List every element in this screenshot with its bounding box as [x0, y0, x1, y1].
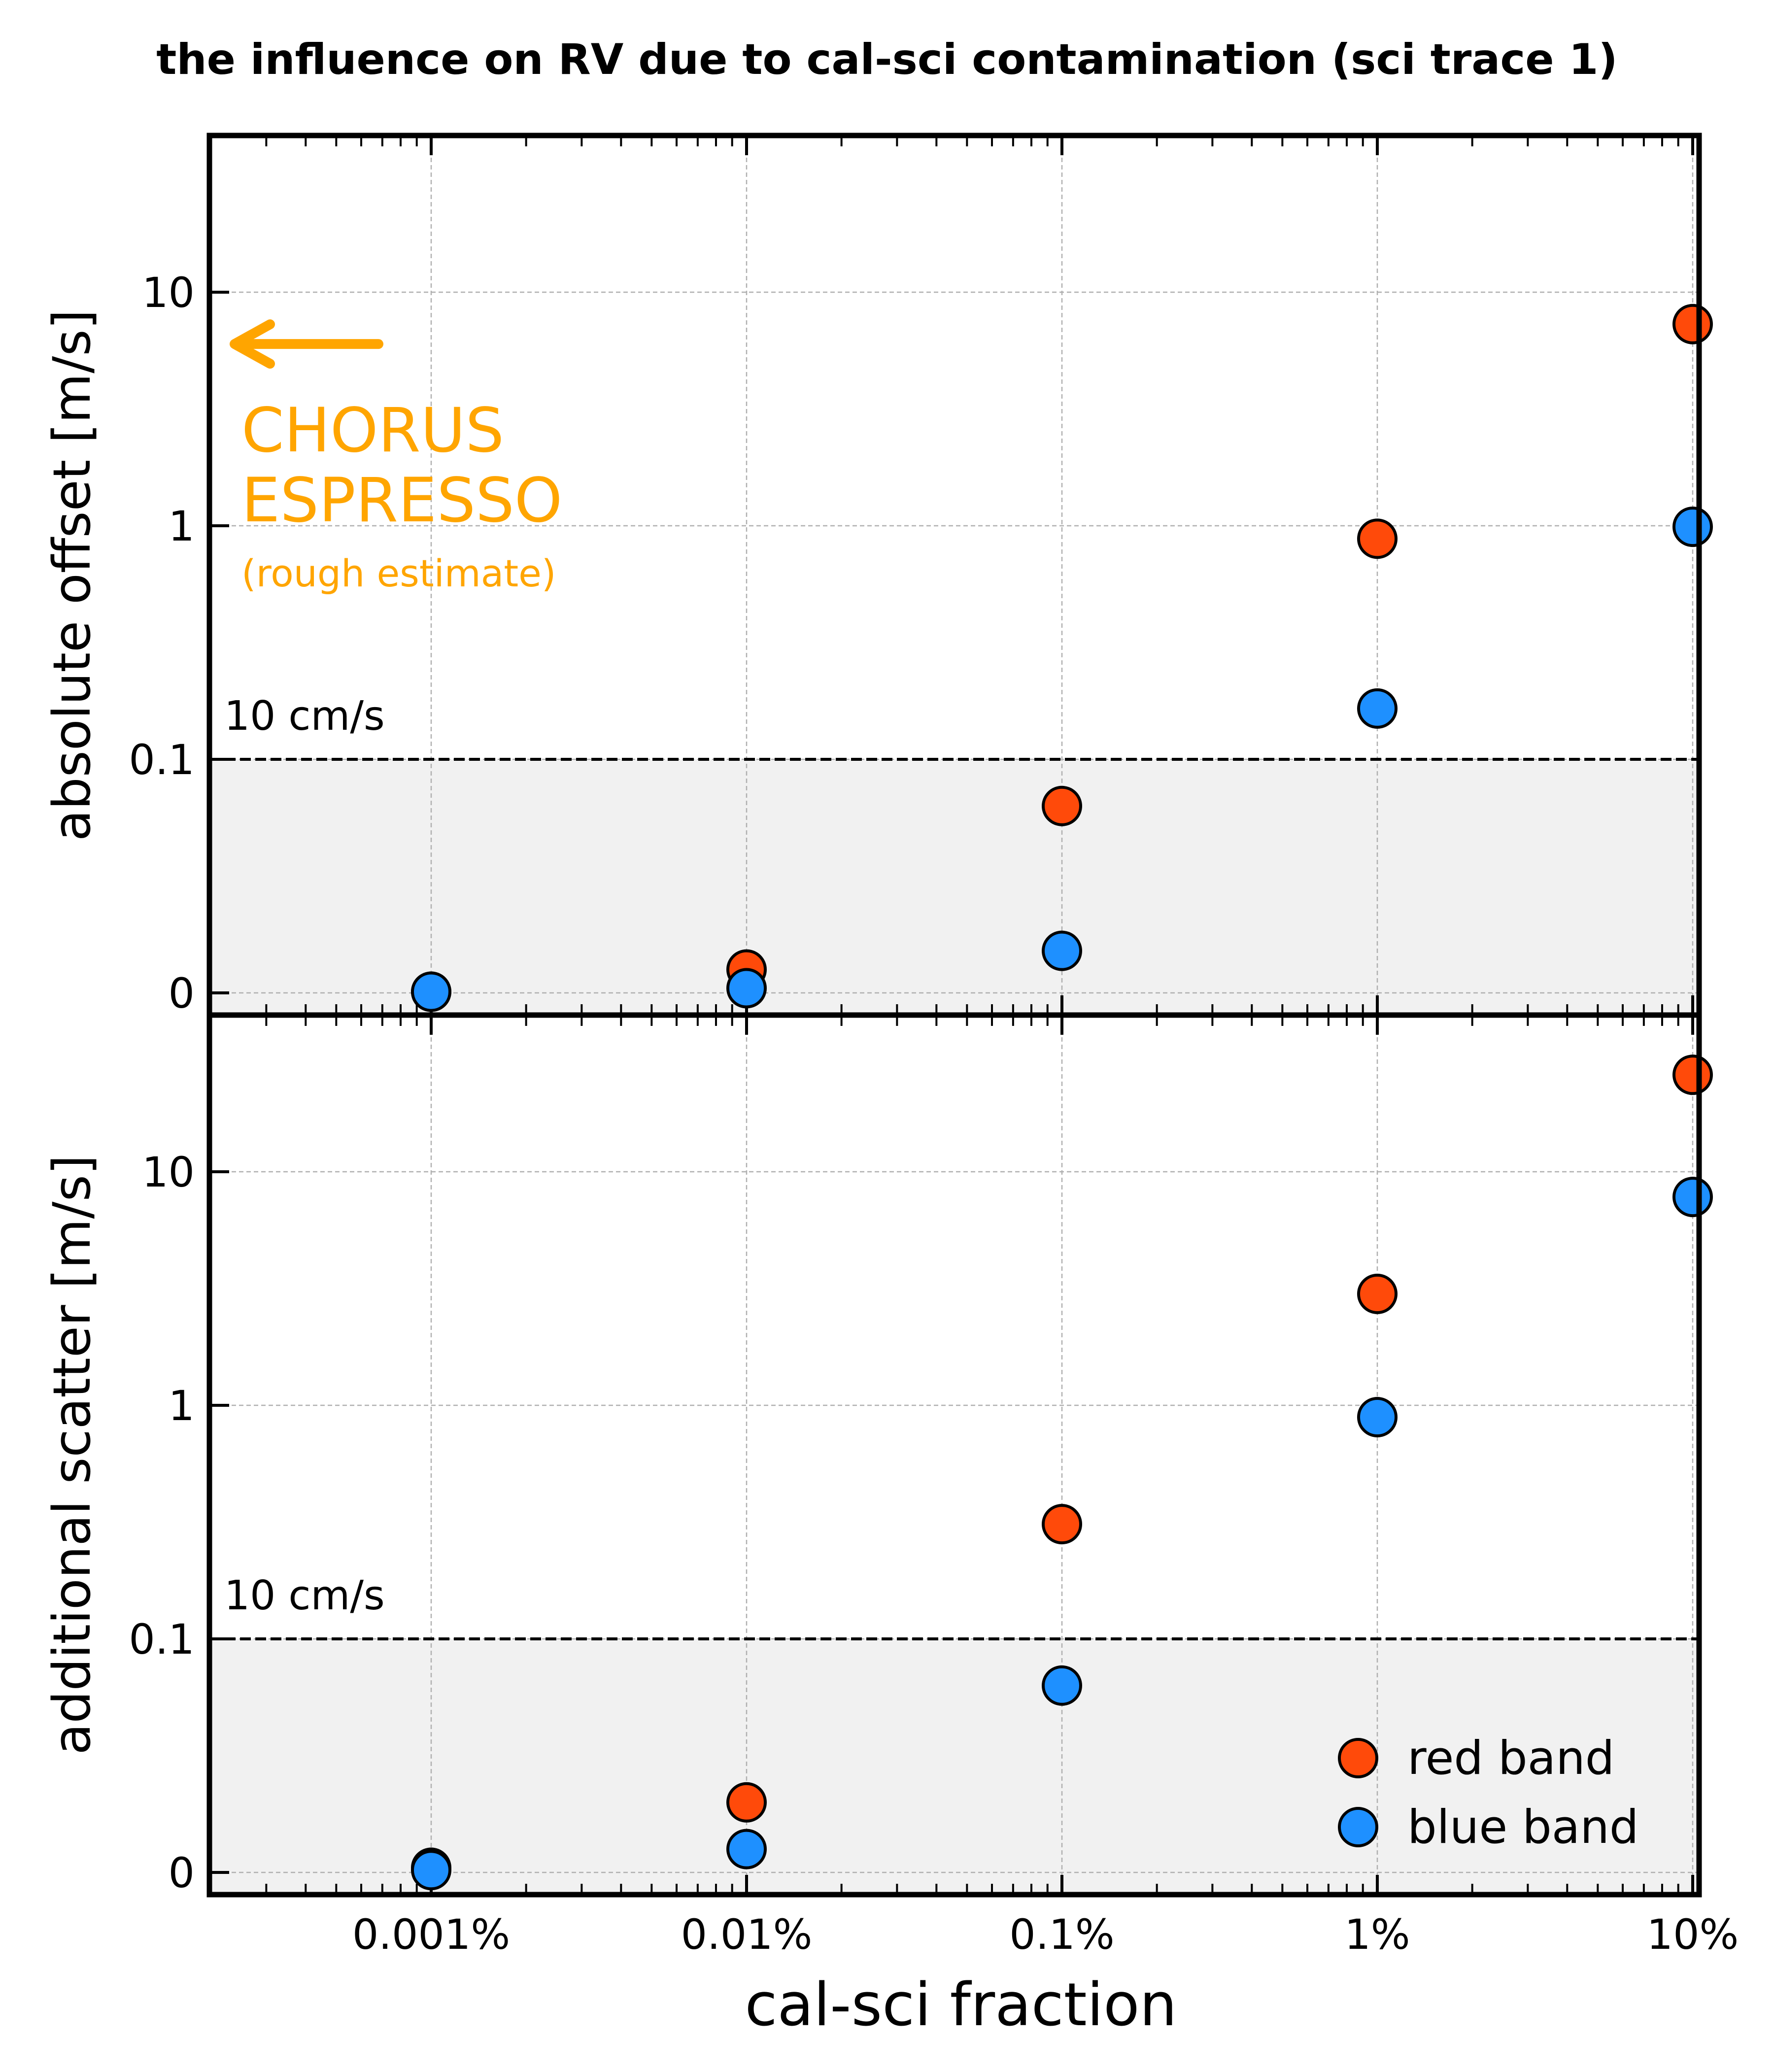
red-band-point — [1672, 1054, 1713, 1095]
y-tick-label: 0 — [169, 969, 195, 1018]
x-axis-label: cal-sci fraction — [745, 1971, 1177, 2039]
y-axis-label: absolute offset [m/s] — [42, 309, 102, 841]
blue-band-point — [1672, 507, 1713, 547]
annotation-label-chorus: CHORUS — [241, 395, 504, 466]
blue-band-point — [411, 1850, 451, 1891]
reference-line-label: 10 cm/s — [224, 693, 385, 740]
blue-band-point — [726, 968, 767, 1009]
annotation-note: (rough estimate) — [241, 551, 556, 595]
red-band-point — [1357, 1273, 1398, 1314]
y-tick-label: 10 — [142, 1148, 195, 1196]
x-tick-label: 0.01% — [681, 1910, 813, 1959]
x-tick-label: 0.001% — [352, 1910, 510, 1959]
y-tick-label: 0 — [169, 1849, 195, 1897]
legend-label: red band — [1407, 1732, 1614, 1785]
blue-band-point — [1042, 930, 1082, 971]
y-axis-label: additional scatter [m/s] — [42, 1155, 102, 1755]
x-tick-label: 1% — [1344, 1910, 1410, 1959]
annotation-arrow-head — [230, 319, 275, 369]
legend-marker — [1338, 1807, 1378, 1847]
blue-band-point — [1357, 688, 1398, 729]
x-tick-label: 10% — [1647, 1910, 1739, 1959]
shaded-region-below-10cms — [209, 1639, 1699, 1895]
blue-band-point — [1672, 1177, 1713, 1218]
shaded-region-below-10cms — [209, 759, 1699, 1015]
legend-label: blue band — [1407, 1800, 1639, 1854]
red-band-point — [1672, 304, 1713, 344]
plot-frame — [206, 1012, 1702, 1898]
red-band-point — [726, 1782, 767, 1823]
panel-top: 10 cm/s 0 0.1 1 10 absolute offset [m/s] CHORU… — [42, 133, 1713, 1018]
y-tick-label: 10 — [142, 269, 195, 317]
chart-title: the influence on RV due to cal-sci conta… — [156, 35, 1617, 84]
legend-marker — [1338, 1738, 1378, 1778]
y-tick-label: 1 — [169, 1382, 195, 1430]
blue-band-point — [726, 1829, 767, 1869]
reference-line-label: 10 cm/s — [224, 1572, 385, 1619]
x-tick-label: 0.1% — [1009, 1910, 1114, 1959]
red-band-point — [1042, 1504, 1082, 1545]
y-tick-label: 0.1 — [129, 736, 195, 784]
panel-bottom: 10 cm/s 0 0.1 1 10 additional scatter [m/s] re… — [42, 1012, 1739, 2039]
red-band-point — [1357, 518, 1398, 559]
y-tick-label: 0.1 — [129, 1615, 195, 1664]
y-tick-label: 1 — [169, 502, 195, 550]
blue-band-point — [1357, 1396, 1398, 1437]
blue-band-point — [411, 971, 451, 1012]
annotation-label-espresso: ESPRESSO — [241, 465, 562, 536]
blue-band-point — [1042, 1665, 1082, 1706]
red-band-point — [1042, 785, 1082, 826]
